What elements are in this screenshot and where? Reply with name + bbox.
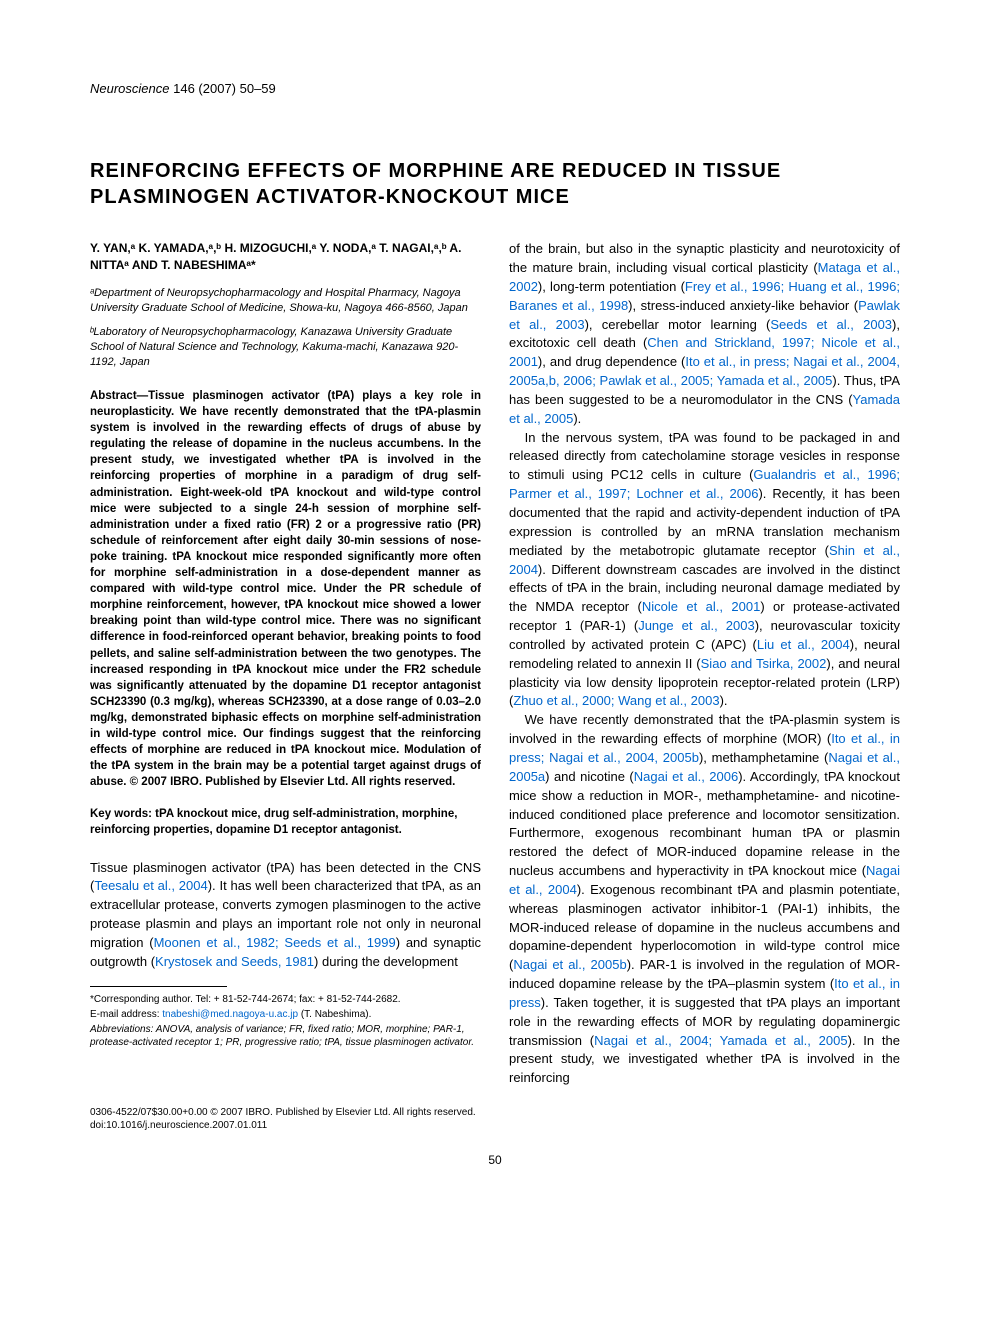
doi-line: doi:10.1016/j.neuroscience.2007.01.011 (90, 1119, 900, 1132)
abstract: Abstract—Tissue plasminogen activator (t… (90, 388, 481, 790)
abbrev-text: Abbreviations: ANOVA, analysis of varian… (90, 1024, 474, 1048)
text: ). (720, 693, 728, 708)
corresponding-author: *Corresponding author. Tel: + 81-52-744-… (90, 993, 481, 1006)
affiliation-b: ᵇLaboratory of Neuropsychopharmacology, … (90, 325, 481, 370)
citation-link[interactable]: Seeds et al., 2003 (770, 317, 892, 332)
email-label: E-mail address: (90, 1009, 162, 1020)
footnotes: *Corresponding author. Tel: + 81-52-744-… (90, 993, 481, 1049)
citation-link[interactable]: Liu et al., 2004 (757, 637, 850, 652)
body-paragraph: of the brain, but also in the synaptic p… (509, 240, 900, 428)
text: ), stress-induced anxiety-like behavior … (628, 298, 858, 313)
citation-link[interactable]: Siao and Tsirka, 2002 (701, 656, 827, 671)
footnote-separator (90, 986, 227, 987)
text: ). Accordingly, tPA knockout mice show a… (509, 769, 900, 878)
body-paragraph: We have recently demonstrated that the t… (509, 711, 900, 1088)
citation-link[interactable]: Nagai et al., 2004; Yamada et al., 2005 (594, 1033, 847, 1048)
authors: Y. YAN,ᵃ K. YAMADA,ᵃ,ᵇ H. MIZOGUCHI,ᵃ Y.… (90, 240, 481, 274)
abbreviations: Abbreviations: ANOVA, analysis of varian… (90, 1023, 481, 1049)
text: ). (573, 411, 581, 426)
journal-citation: 146 (2007) 50–59 (173, 81, 276, 96)
journal-header: Neuroscience 146 (2007) 50–59 (90, 80, 900, 98)
text: ), methamphetamine ( (699, 750, 828, 765)
page-number: 50 (90, 1152, 900, 1169)
citation-link[interactable]: Krystosek and Seeds, 1981 (155, 954, 314, 969)
text: ), long-term potentiation ( (538, 279, 685, 294)
email-tail: (T. Nabeshima). (298, 1009, 371, 1020)
email-line: E-mail address: tnabeshi@med.nagoya-u.ac… (90, 1008, 481, 1021)
right-column: of the brain, but also in the synaptic p… (509, 240, 900, 1088)
copyright-line: 0306-4522/07$30.00+0.00 © 2007 IBRO. Pub… (90, 1106, 900, 1119)
citation-link[interactable]: Nicole et al., 2001 (642, 599, 760, 614)
body-text-right: of the brain, but also in the synaptic p… (509, 240, 900, 1088)
text: ), and drug dependence ( (538, 354, 685, 369)
two-column-layout: Y. YAN,ᵃ K. YAMADA,ᵃ,ᵇ H. MIZOGUCHI,ᵃ Y.… (90, 240, 900, 1088)
citation-link[interactable]: Nagai et al., 2006 (634, 769, 738, 784)
intro-paragraph-1: Tissue plasminogen activator (tPA) has b… (90, 859, 481, 972)
citation-link[interactable]: Junge et al., 2003 (638, 618, 754, 633)
text: ) and nicotine ( (545, 769, 634, 784)
text: ), cerebellar motor learning ( (585, 317, 771, 332)
body-paragraph: In the nervous system, tPA was found to … (509, 429, 900, 712)
email-link[interactable]: tnabeshi@med.nagoya-u.ac.jp (162, 1009, 298, 1020)
citation-link[interactable]: Moonen et al., 1982; Seeds et al., 1999 (154, 935, 396, 950)
citation-link[interactable]: Nagai et al., 2005b (513, 957, 626, 972)
citation-link[interactable]: Teesalu et al., 2004 (94, 878, 207, 893)
article-title: REINFORCING EFFECTS OF MORPHINE ARE REDU… (90, 158, 900, 210)
body-text-left: Tissue plasminogen activator (tPA) has b… (90, 859, 481, 972)
citation-link[interactable]: Zhuo et al., 2000; Wang et al., 2003 (513, 693, 719, 708)
keywords: Key words: tPA knockout mice, drug self-… (90, 806, 481, 838)
left-column: Y. YAN,ᵃ K. YAMADA,ᵃ,ᵇ H. MIZOGUCHI,ᵃ Y.… (90, 240, 481, 1088)
affiliation-a: ᵃDepartment of Neuropsychopharmacology a… (90, 286, 481, 316)
bottom-bar: 0306-4522/07$30.00+0.00 © 2007 IBRO. Pub… (90, 1106, 900, 1132)
text: ) during the development (314, 954, 458, 969)
journal-name: Neuroscience (90, 81, 170, 96)
